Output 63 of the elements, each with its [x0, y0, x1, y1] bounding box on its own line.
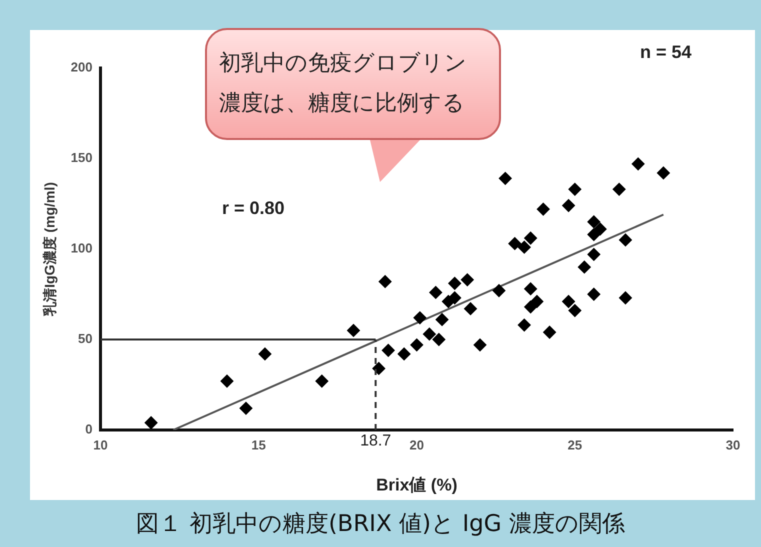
point: [618, 291, 632, 304]
ref-line-label: 18.7: [360, 432, 392, 450]
y-tick-label: 150: [70, 150, 92, 166]
point: [442, 294, 455, 308]
annotation: 初乳中の免疫グロブリン濃度は、糖度に比例する: [205, 28, 501, 140]
point: [656, 166, 670, 180]
y-tick-label: 50: [78, 331, 92, 346]
x-tick-label: 15: [251, 437, 266, 452]
point: [346, 324, 360, 337]
point: [422, 328, 436, 341]
point: [562, 199, 576, 212]
y-axis-title: 乳清IgG濃度 (mg/ml): [41, 182, 58, 317]
point: [587, 215, 600, 228]
point: [432, 333, 446, 346]
point: [258, 347, 272, 360]
point: [587, 288, 600, 301]
point: [524, 282, 538, 296]
point: [632, 157, 645, 170]
y-tick-label: 200: [70, 60, 92, 75]
point: [578, 260, 591, 274]
point: [492, 284, 506, 298]
point: [530, 294, 544, 308]
point: [413, 311, 426, 324]
text: 図１ 初乳中の糖度(BRIX 値)と IgG 濃度の関係: [135, 510, 626, 539]
x-tick-label: 25: [568, 437, 582, 452]
point: [518, 318, 531, 332]
y-tick-label: 0: [85, 422, 92, 437]
text: n = 54: [640, 42, 692, 63]
point: [587, 228, 600, 242]
point: [536, 202, 550, 216]
point: [239, 402, 252, 415]
point: [568, 182, 582, 196]
point: [429, 286, 442, 299]
x-axis-title: Brix値 (%): [376, 475, 458, 494]
point: [378, 275, 392, 288]
point: [498, 172, 512, 185]
point: [372, 362, 386, 375]
point: [382, 344, 395, 357]
point: [543, 326, 556, 339]
point: [315, 374, 328, 388]
point: [618, 233, 632, 246]
x-tick-label: 20: [410, 437, 424, 452]
point: [562, 294, 576, 308]
x-tick-label: 30: [726, 437, 740, 452]
point: [612, 182, 626, 196]
point: [524, 300, 538, 314]
y-tick-label: 100: [70, 240, 92, 256]
point: [460, 273, 474, 286]
point: [524, 232, 538, 245]
point: [568, 304, 582, 318]
point: [220, 374, 234, 388]
x-tick-label: 10: [93, 437, 108, 452]
point: [144, 416, 158, 430]
point: [473, 338, 486, 352]
point: [448, 276, 462, 290]
point: [410, 338, 424, 352]
point: [464, 302, 478, 316]
point: [508, 237, 522, 250]
point: [518, 240, 531, 254]
point: [587, 248, 600, 261]
point: [436, 313, 449, 326]
annotation: r = 0.80: [222, 198, 285, 219]
point: [398, 347, 411, 360]
